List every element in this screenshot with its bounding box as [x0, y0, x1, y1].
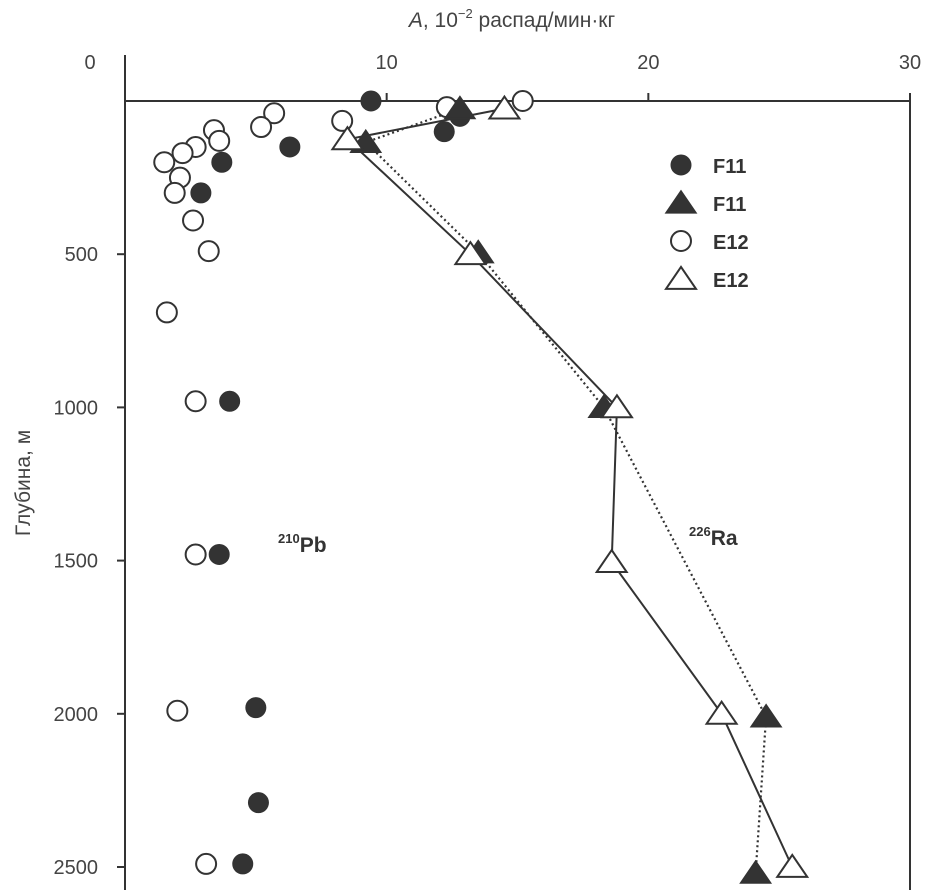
y-tick-label: 2000 — [54, 704, 99, 726]
series-lines — [345, 107, 794, 874]
data-point-e12-210pb — [155, 301, 178, 324]
legend: F11 F11 E12 E12 — [664, 154, 749, 292]
data-point-e12-210pb — [195, 852, 218, 875]
data-point-f11-210pb — [208, 543, 230, 565]
legend-marker-e12-circle-open — [670, 230, 692, 252]
data-point-f11-210pb — [247, 792, 269, 814]
legend-marker-f11-triangle-filled — [664, 189, 698, 214]
series-markers — [153, 90, 810, 884]
legend-label-e12-triangle: E12 — [713, 270, 749, 292]
data-point-e12-226ra — [594, 548, 629, 574]
data-point-e12-210pb — [182, 209, 205, 232]
x-tick-label: 20 — [637, 52, 659, 74]
data-point-f11-226ra — [443, 95, 477, 120]
data-point-e12-210pb — [208, 129, 231, 152]
data-point-f11-210pb — [279, 136, 301, 158]
data-point-e12-210pb — [153, 151, 176, 174]
data-point-f11-210pb — [360, 90, 382, 112]
legend-marker-e12-triangle-open — [664, 265, 698, 290]
data-point-e12-210pb — [250, 116, 273, 139]
legend-label-f11-triangle: F11 — [713, 194, 746, 216]
y-tick-label: 1500 — [54, 551, 99, 573]
data-point-e12-210pb — [511, 90, 534, 112]
annotation-ra226: 226Ra — [689, 524, 738, 550]
y-axis-title: Глубина, м — [12, 430, 35, 536]
data-point-e12-210pb — [197, 240, 220, 263]
series-line-e12-226ra — [345, 107, 794, 868]
data-point-f11-210pb — [211, 151, 233, 173]
data-point-e12-210pb — [166, 699, 189, 722]
y-tick-label: 500 — [65, 244, 98, 266]
data-point-f11-226ra — [739, 859, 773, 884]
data-point-e12-226ra — [453, 240, 488, 266]
x-axis-title: A, 10−2 распад/мин·кг — [407, 6, 616, 32]
data-point-e12-226ra — [330, 125, 365, 151]
x-tick-label: 10 — [376, 52, 398, 74]
x-tick-label: 0 — [84, 52, 95, 74]
data-point-e12-210pb — [331, 109, 354, 132]
data-point-f11-210pb — [232, 853, 254, 875]
y-tick-label: 1000 — [54, 397, 99, 419]
data-point-e12-210pb — [184, 543, 207, 566]
y-tick-label: 2500 — [54, 857, 99, 879]
data-point-f11-210pb — [433, 121, 455, 143]
data-point-e12-226ra — [487, 94, 522, 120]
data-point-e12-226ra — [704, 699, 739, 725]
data-point-e12-226ra — [775, 853, 810, 878]
series-line-f11-226ra — [363, 107, 768, 874]
data-point-f11-210pb — [245, 697, 267, 719]
legend-marker-f11-circle-filled — [670, 154, 692, 176]
legend-label-e12-circle: E12 — [713, 232, 749, 254]
data-point-f11-226ra — [749, 703, 783, 728]
legend-label-f11-circle: F11 — [713, 156, 746, 178]
data-point-e12-210pb — [184, 390, 207, 413]
annotation-pb210: 210Pb — [278, 531, 327, 557]
data-point-f11-210pb — [190, 182, 212, 204]
data-point-e12-210pb — [171, 142, 194, 165]
data-point-e12-210pb — [163, 181, 186, 204]
data-point-e12-210pb — [263, 102, 286, 125]
data-point-e12-226ra — [600, 393, 634, 419]
x-tick-label: 30 — [899, 52, 921, 74]
data-point-f11-210pb — [219, 390, 241, 412]
axes: 0 10 20 30 500 1000 1500 2000 2500 — [54, 52, 921, 890]
